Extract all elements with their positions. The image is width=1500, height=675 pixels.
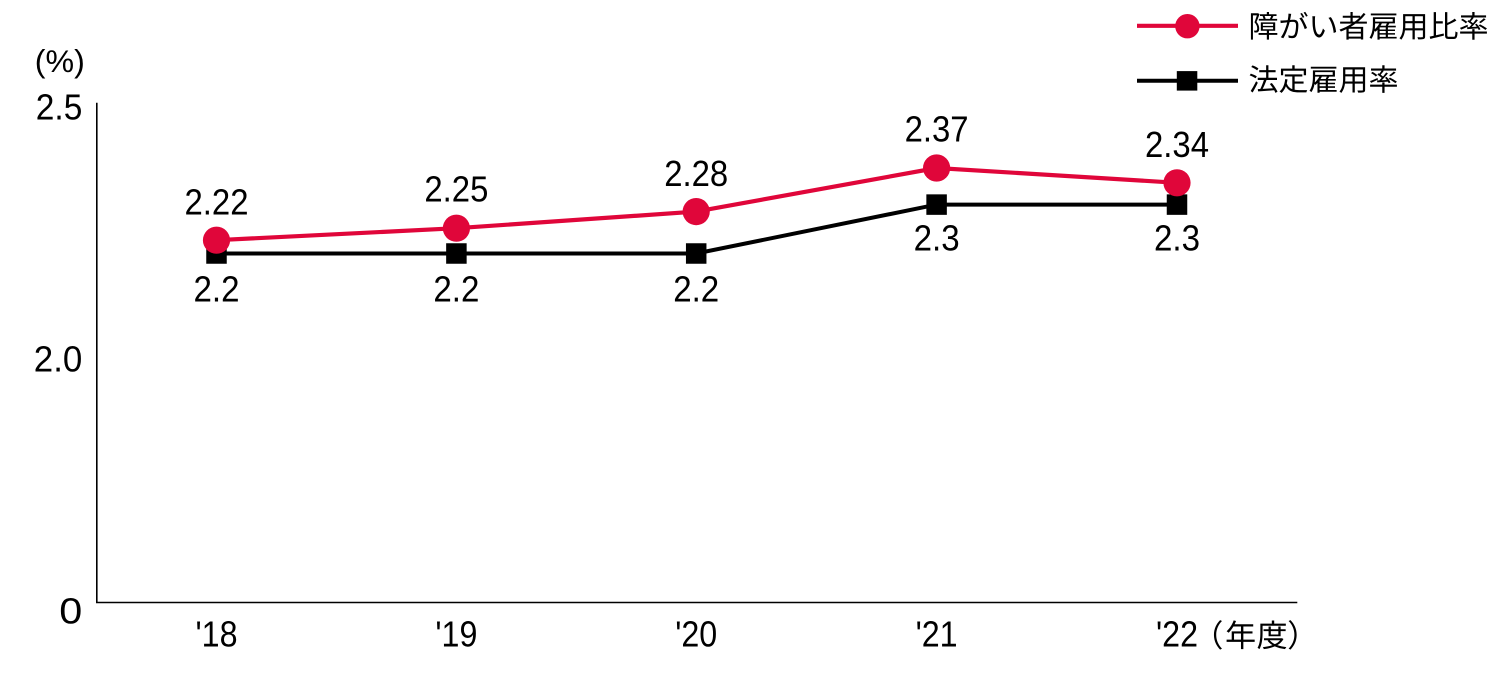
svg-text:2.2: 2.2 xyxy=(194,269,240,310)
svg-text:'19: '19 xyxy=(435,614,477,655)
svg-text:2.37: 2.37 xyxy=(905,109,969,150)
svg-text:'21: '21 xyxy=(916,614,958,655)
svg-text:0: 0 xyxy=(59,590,82,631)
svg-text:2.2: 2.2 xyxy=(673,269,719,310)
svg-text:2.25: 2.25 xyxy=(424,168,488,209)
svg-text:'22: '22 xyxy=(1156,614,1198,655)
svg-text:'20: '20 xyxy=(675,614,717,655)
svg-text:2.22: 2.22 xyxy=(185,182,249,223)
svg-text:2.3: 2.3 xyxy=(914,218,960,259)
svg-text:2.28: 2.28 xyxy=(664,153,728,194)
svg-text:2.2: 2.2 xyxy=(433,269,479,310)
svg-text:2.0: 2.0 xyxy=(34,338,83,379)
svg-text:(%): (%) xyxy=(35,43,85,79)
svg-text:2.5: 2.5 xyxy=(36,86,83,127)
svg-text:2.3: 2.3 xyxy=(1154,218,1200,259)
svg-text:2.34: 2.34 xyxy=(1145,124,1209,165)
svg-text:'18: '18 xyxy=(196,614,238,655)
